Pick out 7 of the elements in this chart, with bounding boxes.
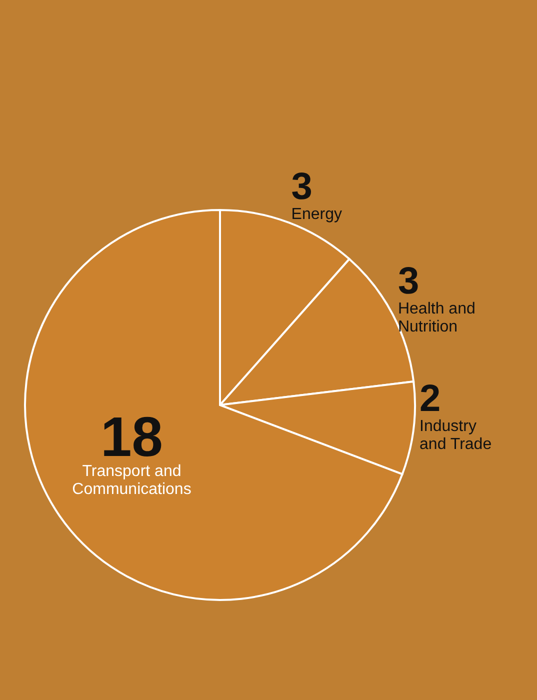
slice-label: Industry and Trade [420,418,492,454]
data-label: 3 [398,260,420,303]
data-label: 3 [291,166,312,208]
data-label: 2 [420,378,441,420]
slice-label: Energy [291,206,342,224]
slice-label: Health and Nutrition [398,300,476,336]
slice-label: Transport and Communications [72,462,192,498]
